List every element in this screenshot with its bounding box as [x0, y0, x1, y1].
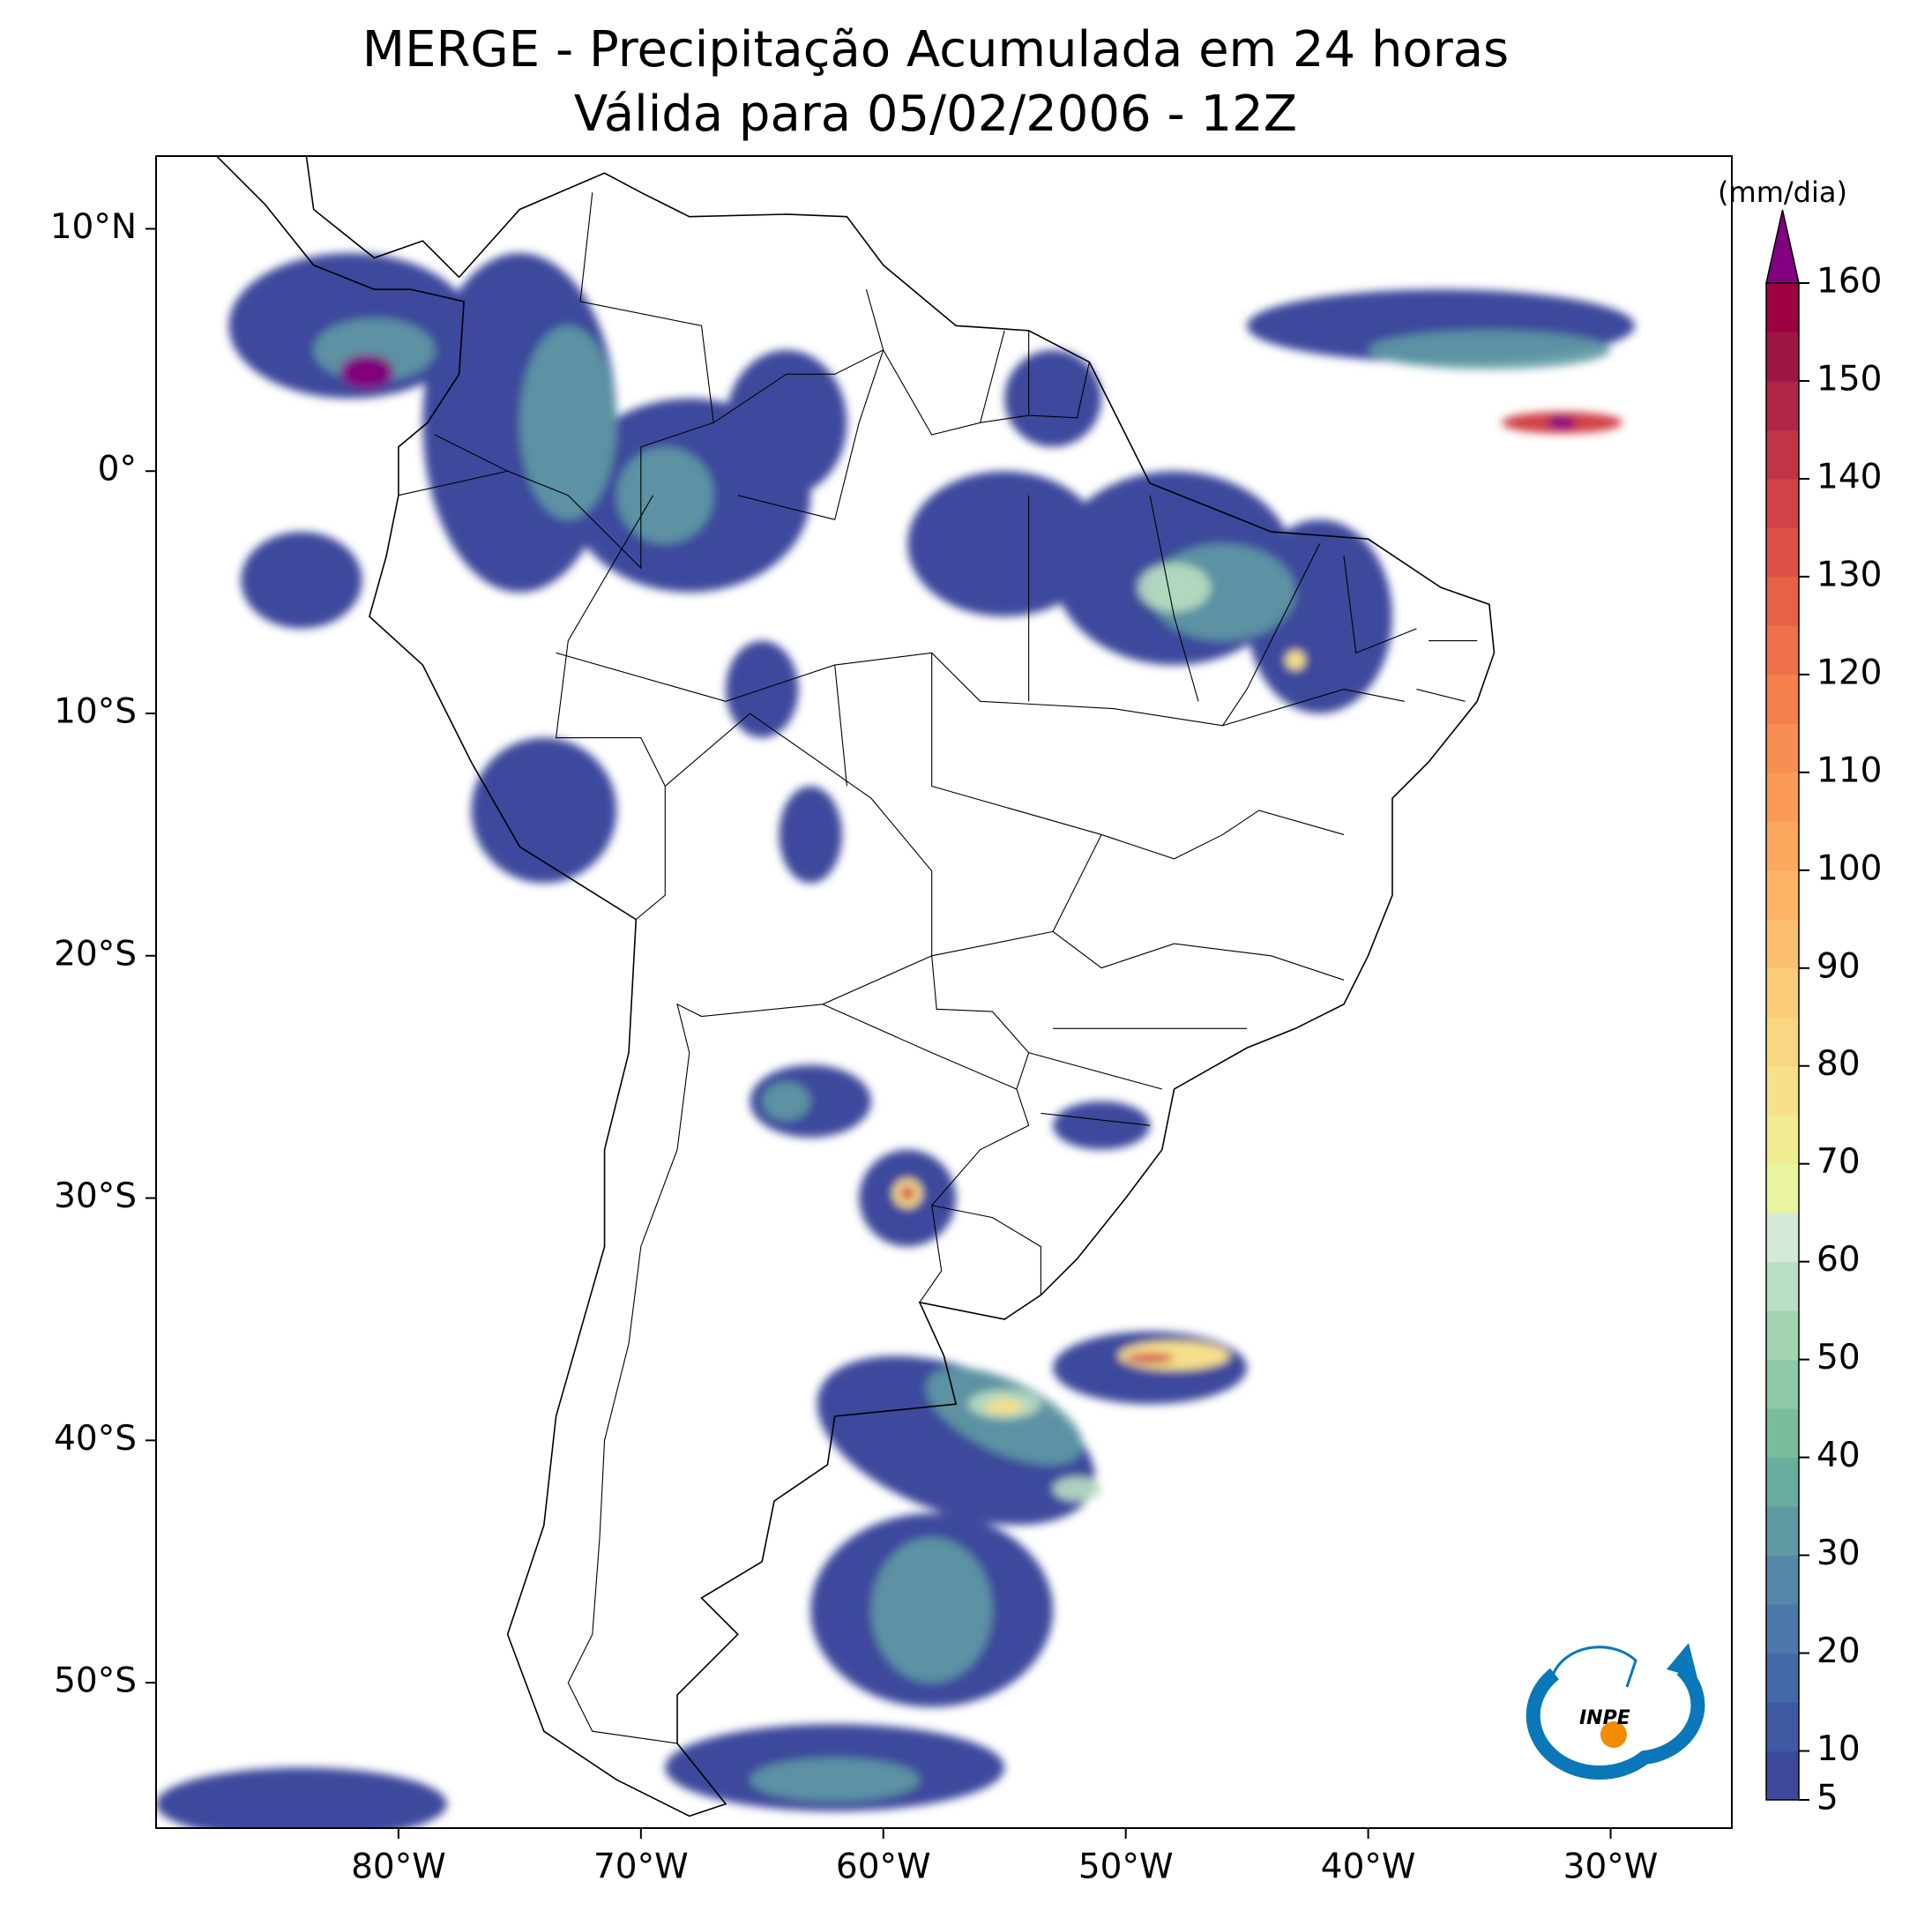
colorbar-segment [1766, 1115, 1799, 1165]
x-tick-label: 60°W [836, 1848, 931, 1887]
logo-text: INPE [1579, 1707, 1630, 1729]
colorbar-segment [1766, 527, 1799, 578]
coastline [217, 156, 1495, 1816]
colorbar-tick-label: 130 [1816, 555, 1882, 594]
colorbar-segment [1766, 723, 1799, 773]
y-tick-label: 50°S [54, 1661, 137, 1701]
colorbar-segment [1766, 1751, 1799, 1801]
x-tick-label: 70°W [593, 1848, 689, 1887]
x-tick-label: 30°W [1563, 1848, 1659, 1887]
y-tick-label: 30°S [54, 1176, 137, 1216]
y-tick-label: 0° [98, 450, 137, 489]
colorbar-tick-label: 140 [1816, 457, 1882, 496]
colorbar-segment [1766, 870, 1799, 920]
colorbar-segment [1766, 772, 1799, 822]
map-frame [155, 155, 1733, 1829]
colorbar-segment [1766, 1310, 1799, 1361]
y-tick-label: 10°S [54, 692, 137, 732]
colorbar-segment [1766, 1213, 1799, 1263]
state-borders [556, 350, 1478, 1125]
colorbar-tick-label: 10 [1816, 1729, 1861, 1769]
colorbar-segment [1766, 1653, 1799, 1703]
colorbar-segment [1766, 1065, 1799, 1116]
y-tick-label: 20°S [54, 934, 137, 974]
colorbar-tick-label: 30 [1816, 1534, 1861, 1573]
logo-swoosh [1525, 1664, 1705, 1780]
colorbar-tick-label: 5 [1816, 1779, 1839, 1818]
logo-sun [1600, 1721, 1627, 1748]
colorbar-tick-label: 20 [1816, 1631, 1861, 1671]
country-borders [399, 192, 1089, 1743]
colorbar-tick-label: 100 [1816, 848, 1882, 888]
logo-orbit [1550, 1646, 1637, 1688]
colorbar-tick-label: 40 [1816, 1436, 1861, 1475]
colorbar-tick-label: 110 [1816, 750, 1882, 790]
colorbar-segment [1766, 1408, 1799, 1459]
x-tick-label: 50°W [1078, 1848, 1174, 1887]
logo-arrow [1667, 1643, 1697, 1678]
colorbar-tick-label: 50 [1816, 1338, 1861, 1377]
x-tick-label: 40°W [1321, 1848, 1416, 1887]
colorbar-tick-label: 150 [1816, 359, 1882, 399]
precip-mid [313, 318, 1611, 1802]
colorbar-segment [1766, 919, 1799, 969]
colorbar-segment [1766, 576, 1799, 626]
colorbar-segment [1766, 674, 1799, 724]
inpe-logo: INPE [1525, 1643, 1705, 1780]
colorbar-segment [1766, 821, 1799, 871]
colorbar-segment [1766, 283, 1799, 332]
colorbar-label: (mm/dia) [1718, 175, 1847, 209]
colorbar-frame [1765, 282, 1800, 1801]
colorbar-segment [1766, 1506, 1799, 1556]
map-area [156, 156, 1635, 1828]
y-tick-label: 40°S [54, 1419, 137, 1459]
colorbar-segment [1766, 1555, 1799, 1605]
map-layer [156, 156, 1635, 1828]
colorbar-tick-label: 90 [1816, 946, 1861, 986]
colorbar-segment [1766, 1163, 1799, 1213]
precipitation-field [156, 252, 1635, 1828]
y-tick-label: 10°N [50, 207, 137, 247]
colorbar-segment [1766, 1604, 1799, 1654]
colorbar-tick-label: 80 [1816, 1044, 1861, 1084]
colorbar-segment [1766, 478, 1799, 528]
colorbar-segment [1766, 380, 1799, 430]
chart-title: MERGE - Precipitação Acumulada em 24 hor… [362, 21, 1509, 78]
precip-very-high [892, 650, 1306, 1415]
chart-subtitle: Válida para 05/02/2006 - 12Z [574, 86, 1297, 143]
colorbar-segment [1766, 429, 1799, 480]
colorbar-tick-label: 70 [1816, 1142, 1861, 1182]
colorbar-tick-label: 60 [1816, 1240, 1861, 1280]
x-tick-label: 80°W [351, 1848, 446, 1887]
colorbar-segment [1766, 625, 1799, 676]
colorbar-segment [1766, 1457, 1799, 1507]
colorbar-segment [1766, 1359, 1799, 1409]
colorbar-segment [1766, 1261, 1799, 1311]
precip-max [339, 355, 1577, 429]
colorbar-segment [1766, 332, 1799, 382]
colorbar-tick-label: 160 [1816, 262, 1882, 302]
colorbar-segment [1766, 1702, 1799, 1752]
colorbar-tick-label: 120 [1816, 653, 1882, 692]
colorbar-segment [1766, 967, 1799, 1018]
colorbar-segment [1766, 1017, 1799, 1067]
